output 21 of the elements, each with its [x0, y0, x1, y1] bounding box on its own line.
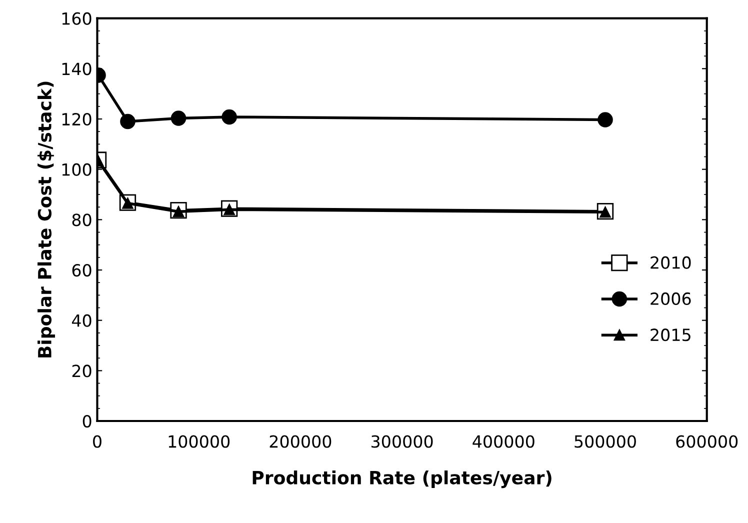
y-tick-label: 120 — [62, 112, 92, 126]
x-tick-label: 0 — [93, 435, 102, 448]
legend-label: 2015 — [650, 328, 690, 342]
x-tick-label: 200000 — [270, 435, 332, 448]
x-tick-label: 600000 — [676, 435, 738, 448]
legend-label: 2006 — [650, 292, 691, 306]
x-tick-label: 500000 — [574, 435, 636, 448]
x-tick-label: 100000 — [168, 435, 230, 448]
legend-label: 2010 — [650, 256, 691, 269]
y-tick-label: 40 — [72, 314, 92, 327]
y-tick-label: 160 — [62, 12, 92, 25]
y-tick-label: 100 — [62, 163, 92, 176]
x-tick-label: 400000 — [472, 435, 534, 448]
y-tick-label: 80 — [72, 214, 92, 226]
y-axis-title: Bipolar Plate Cost ($/stack) — [38, 82, 56, 358]
y-tick-label: 140 — [62, 62, 92, 76]
x-tick-label: 300000 — [372, 435, 433, 448]
y-tick-label: 60 — [72, 264, 92, 277]
y-tick-label: 0 — [82, 414, 92, 428]
x-axis-title: Production Rate (plates/year) — [252, 470, 552, 488]
y-tick-label: 20 — [72, 364, 92, 378]
